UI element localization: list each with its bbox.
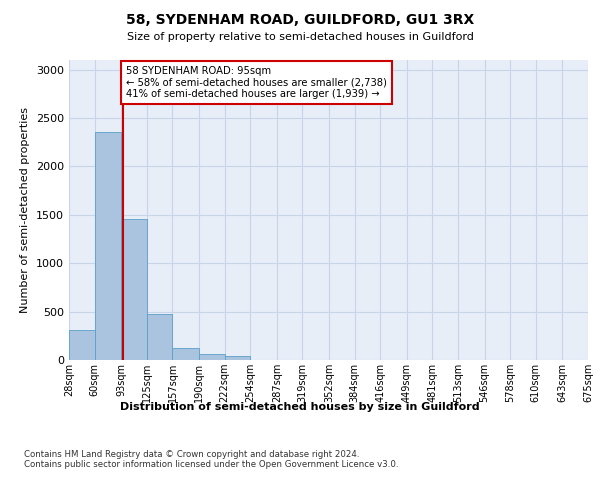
Text: 58 SYDENHAM ROAD: 95sqm
← 58% of semi-detached houses are smaller (2,738)
41% of: 58 SYDENHAM ROAD: 95sqm ← 58% of semi-de… <box>126 66 387 99</box>
Bar <box>224 356 250 360</box>
Text: 58, SYDENHAM ROAD, GUILDFORD, GU1 3RX: 58, SYDENHAM ROAD, GUILDFORD, GU1 3RX <box>126 12 474 26</box>
Bar <box>69 330 95 360</box>
Text: Contains HM Land Registry data © Crown copyright and database right 2024.
Contai: Contains HM Land Registry data © Crown c… <box>24 450 398 469</box>
Bar <box>199 354 224 360</box>
Bar <box>147 314 172 360</box>
Bar <box>95 132 121 360</box>
Bar <box>121 218 147 360</box>
Y-axis label: Number of semi-detached properties: Number of semi-detached properties <box>20 107 31 313</box>
Text: Distribution of semi-detached houses by size in Guildford: Distribution of semi-detached houses by … <box>120 402 480 412</box>
Text: Size of property relative to semi-detached houses in Guildford: Size of property relative to semi-detach… <box>127 32 473 42</box>
Bar <box>172 348 199 360</box>
